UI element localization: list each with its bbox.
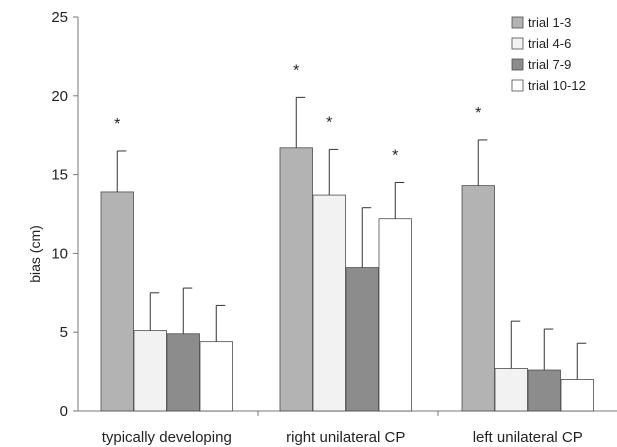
legend-label: trial 4-6 xyxy=(528,36,571,51)
y-tick-label: 20 xyxy=(51,88,68,105)
legend-swatch xyxy=(511,16,524,29)
significance-star: * xyxy=(475,105,481,122)
bar-groups: * * * * * xyxy=(100,62,594,412)
significance-star: * xyxy=(392,147,398,164)
bar xyxy=(494,368,528,412)
legend: trial 1-3 trial 4-6 trial 7-9 trial 10-12 xyxy=(511,15,586,93)
legend-label: trial 10-12 xyxy=(528,78,586,93)
legend-label: trial 7-9 xyxy=(528,57,571,72)
bar xyxy=(560,379,594,412)
bar xyxy=(133,330,167,412)
y-tick-label: 25 xyxy=(51,9,68,26)
bar xyxy=(378,218,412,412)
y-tick-label: 10 xyxy=(51,245,68,262)
bar-group: * xyxy=(100,116,233,412)
y-tick-label: 0 xyxy=(60,403,68,420)
legend-label: trial 1-3 xyxy=(528,15,571,30)
legend-swatch xyxy=(511,79,524,92)
legend-swatch xyxy=(511,58,524,71)
bar xyxy=(345,267,379,412)
bar xyxy=(312,194,346,412)
bar xyxy=(199,341,233,412)
y-axis-label: bias (cm) xyxy=(27,225,43,283)
bar-group: * * * xyxy=(279,62,412,412)
x-category-label: left unilateral CP xyxy=(473,429,583,446)
x-category-label: typically developing xyxy=(102,429,232,446)
legend-swatch xyxy=(511,37,524,50)
bar xyxy=(527,369,561,412)
bar xyxy=(461,185,495,412)
bar-group: * xyxy=(461,105,594,412)
bar xyxy=(100,191,134,412)
bar xyxy=(279,147,313,412)
x-category-label: right unilateral CP xyxy=(286,429,405,446)
significance-star: * xyxy=(326,114,332,131)
y-axis: 0 5 10 15 20 25 xyxy=(51,9,79,420)
x-axis: typically developing right unilateral CP l… xyxy=(78,410,617,446)
bar xyxy=(166,333,200,412)
significance-star: * xyxy=(293,62,299,79)
y-tick-label: 5 xyxy=(60,324,68,341)
y-tick-label: 15 xyxy=(51,167,68,184)
significance-star: * xyxy=(114,116,120,133)
